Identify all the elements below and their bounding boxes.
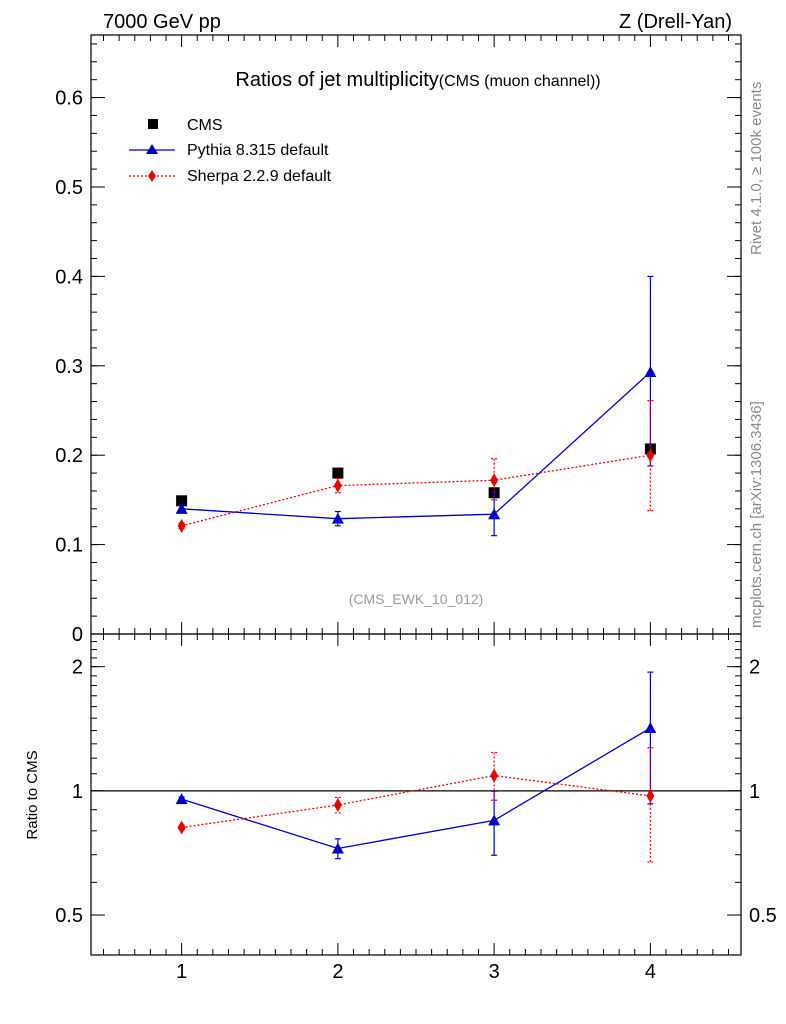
main-panel: 0 0.1 0.2 0.3 0.4 0.5 0.6 <box>55 34 742 646</box>
x-tick-label: 2 <box>332 961 343 983</box>
pythia-point <box>175 502 188 514</box>
chart-title-main: Ratios of jet multiplicity <box>235 69 438 91</box>
y-tick-label: 0.5 <box>55 177 83 199</box>
x-tick-label: 3 <box>489 961 500 983</box>
plot-frame <box>90 633 742 956</box>
ratio-panel: 0.5 0.5 1 1 2 2 1 2 3 4 <box>55 633 777 983</box>
sherpa-line <box>181 774 651 829</box>
pythia-series <box>175 275 657 537</box>
sherpa-point <box>333 798 342 813</box>
sherpa-point <box>490 768 499 783</box>
mcplots-label: mcplots.cern.ch [arXiv:1306.3436] <box>748 401 765 628</box>
chart-title: Ratios of jet multiplicity(CMS (muon cha… <box>235 69 600 91</box>
x-tick-label: 1 <box>176 961 187 983</box>
y-tick-label: 0.1 <box>55 535 83 557</box>
y-tick-label-right: 1 <box>749 781 760 803</box>
legend-sherpa-label: Sherpa 2.2.9 default <box>187 168 332 185</box>
pythia-point <box>488 508 501 520</box>
y-tick-label-right: 0.5 <box>749 905 777 927</box>
pythia-point <box>644 722 657 734</box>
y-tick-label: 0.6 <box>55 88 83 110</box>
cms-point <box>176 495 188 507</box>
legend-pythia-label: Pythia 8.315 default <box>187 142 329 159</box>
sherpa-point <box>646 788 655 803</box>
y-tick-label: 0.3 <box>55 356 83 378</box>
legend-pythia-marker <box>146 144 158 154</box>
chart-title-sub: (CMS (muon channel)) <box>439 73 601 90</box>
y-tick-label: 0.4 <box>55 266 83 288</box>
y-tick-label-right: 2 <box>749 657 760 679</box>
header-right: Z (Drell-Yan) <box>619 11 732 33</box>
pythia-point <box>644 366 657 378</box>
legend: CMS Pythia 8.315 default Sherpa 2.2.9 de… <box>129 117 332 185</box>
header-left: 7000 GeV pp <box>103 11 221 33</box>
y-tick-label: 0.5 <box>55 905 83 927</box>
pythia-point <box>488 814 501 826</box>
sherpa-point <box>490 473 499 488</box>
pythia-series <box>175 671 657 860</box>
legend-sherpa-marker <box>148 170 156 182</box>
sherpa-point <box>177 820 186 835</box>
y-tick-label: 2 <box>72 657 83 679</box>
sherpa-series <box>177 400 655 533</box>
x-tick-label: 4 <box>645 961 656 983</box>
y-tick-label: 0 <box>72 624 83 646</box>
rivet-label: Rivet 4.1.0, ≥ 100k events <box>748 82 765 255</box>
legend-cms-label: CMS <box>187 117 223 134</box>
sherpa-point <box>646 448 655 463</box>
pythia-line <box>181 371 651 520</box>
pythia-point <box>331 512 344 524</box>
pythia-point <box>175 793 188 805</box>
pythia-point <box>331 842 344 854</box>
y-tick-label: 1 <box>72 781 83 803</box>
y-tick-label: 0.2 <box>55 445 83 467</box>
sherpa-series <box>177 747 655 863</box>
analysis-id: (CMS_EWK_10_012) <box>349 591 484 607</box>
sherpa-point <box>177 518 186 533</box>
legend-cms-marker <box>148 119 158 129</box>
sherpa-point <box>333 478 342 493</box>
cms-series <box>176 443 656 507</box>
cms-point <box>332 467 344 479</box>
ratio-ylabel: Ratio to CMS <box>24 750 41 839</box>
sherpa-line <box>181 454 651 527</box>
pythia-line <box>181 727 651 850</box>
